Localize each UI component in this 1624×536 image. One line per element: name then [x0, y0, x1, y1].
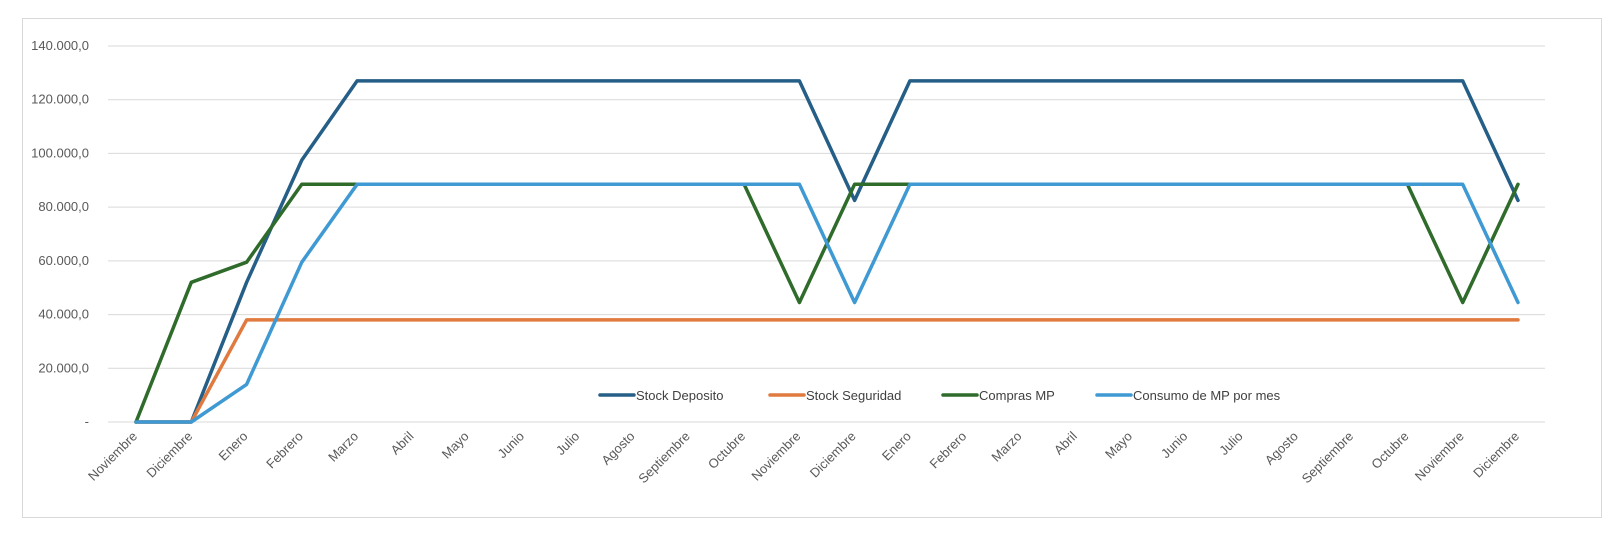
x-tick-label: Noviembre	[748, 429, 803, 484]
grid-lines	[108, 45, 1545, 423]
series-lines	[134, 79, 1520, 424]
x-tick-label: Mayo	[439, 429, 472, 462]
x-tick-label: Octubre	[705, 429, 748, 472]
x-tick-label: Julio	[553, 429, 583, 459]
y-tick-label: 120.000,0	[31, 92, 89, 107]
x-tick-label: Abril	[1051, 428, 1080, 457]
y-tick-label: 100.000,0	[31, 145, 89, 160]
legend-label: Compras MP	[979, 388, 1055, 403]
series-line-1	[134, 318, 1520, 424]
x-tick-label: Diciembre	[1470, 429, 1522, 481]
y-tick-label: 40.000,0	[38, 307, 89, 322]
x-axis-ticks: Noviembre Diciembre Enero Febrero Marzo Abril…	[85, 428, 1522, 486]
x-tick-label: Agosto	[598, 429, 637, 468]
legend: Stock Deposito Stock Seguridad Compras MP C…	[598, 388, 1281, 403]
series-line-3	[134, 182, 1520, 424]
y-tick-label: 140.000,0	[31, 38, 89, 53]
x-tick-label: Junio	[494, 429, 527, 462]
legend-label: Stock Deposito	[636, 388, 723, 403]
series-line-2	[134, 182, 1520, 424]
x-tick-label: Octubre	[1368, 429, 1411, 472]
x-tick-label: Diciembre	[143, 429, 195, 481]
x-tick-label: Enero	[879, 429, 914, 464]
x-tick-label: Agosto	[1262, 429, 1301, 468]
x-tick-label: Septiembre	[635, 429, 693, 487]
y-tick-label: 60.000,0	[38, 253, 89, 268]
x-tick-label: Febrero	[263, 429, 306, 472]
x-tick-label: Julio	[1216, 429, 1246, 459]
legend-label: Consumo de MP por mes	[1133, 388, 1281, 403]
x-tick-label: Diciembre	[807, 429, 859, 481]
y-tick-label: 20.000,0	[38, 360, 89, 375]
x-tick-label: Marzo	[325, 429, 361, 465]
y-tick-label: -	[85, 414, 89, 429]
x-tick-label: Enero	[216, 429, 251, 464]
series-line-0	[134, 79, 1520, 424]
x-tick-label: Septiembre	[1299, 429, 1357, 487]
x-tick-label: Mayo	[1102, 429, 1135, 462]
x-tick-label: Febrero	[927, 429, 970, 472]
x-tick-label: Noviembre	[85, 429, 140, 484]
x-tick-label: Junio	[1158, 429, 1191, 462]
x-tick-label: Marzo	[988, 429, 1024, 465]
x-tick-label: Noviembre	[1412, 429, 1467, 484]
y-tick-label: 80.000,0	[38, 199, 89, 214]
y-axis-ticks: - 20.000,0 40.000,0 60.000,0 80.000,0 100.000…	[31, 38, 89, 429]
chart-frame	[22, 18, 1602, 518]
legend-label: Stock Seguridad	[806, 388, 901, 403]
x-tick-label: Abril	[388, 428, 417, 457]
